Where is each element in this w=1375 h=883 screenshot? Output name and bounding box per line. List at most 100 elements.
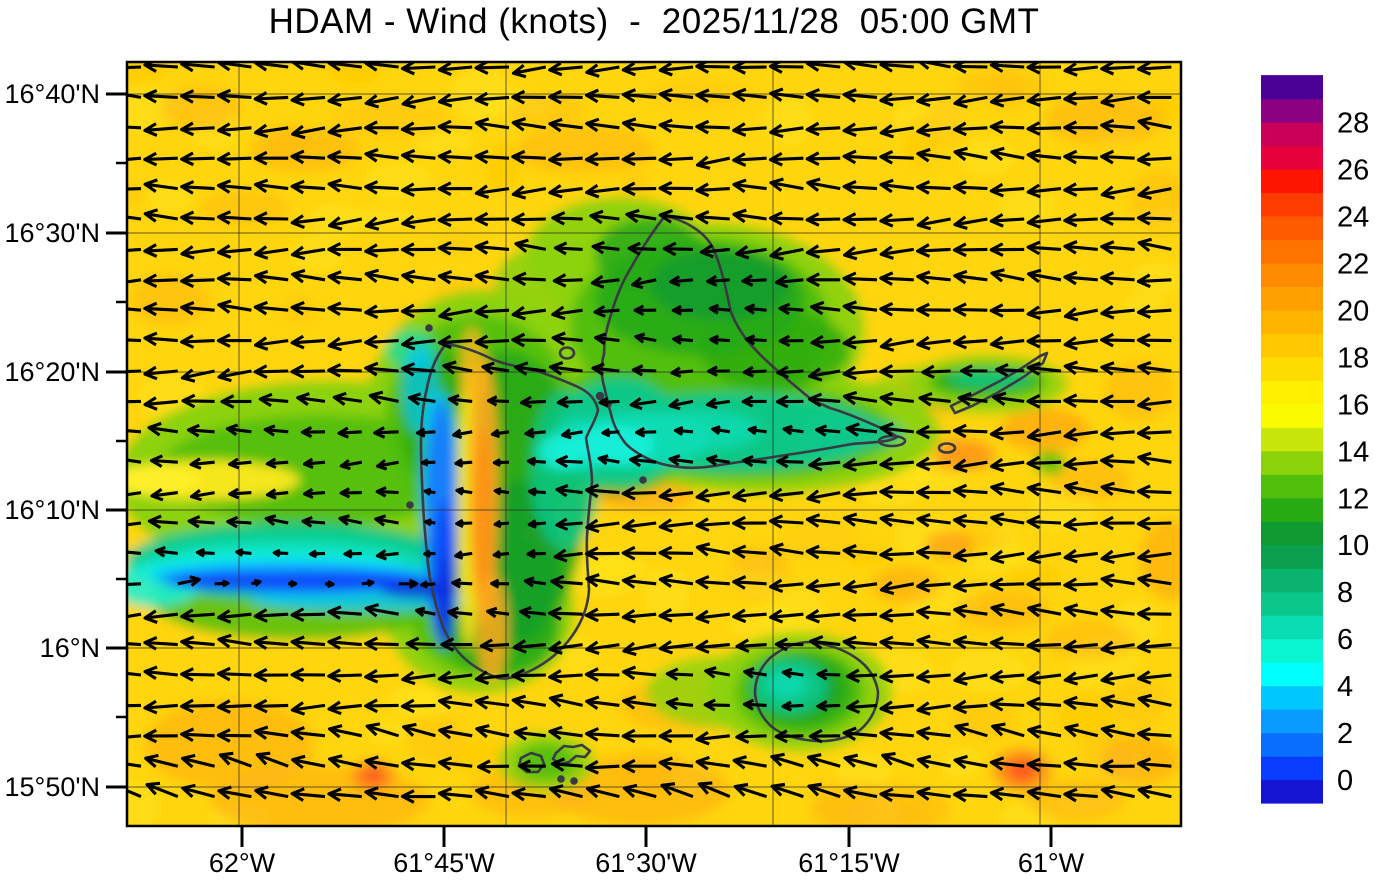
wind-arrow — [1100, 149, 1135, 165]
wind-arrow — [1136, 210, 1172, 226]
wind-arrow — [180, 368, 215, 383]
wind-arrow — [916, 147, 951, 163]
wind-arrow — [991, 722, 1025, 738]
wind-arrow — [181, 393, 215, 409]
wind-arrow — [990, 481, 1025, 497]
wind-arrow — [952, 787, 988, 803]
wind-arrow — [879, 62, 914, 73]
wind-arrow — [952, 242, 988, 258]
wind-arrow — [290, 149, 326, 165]
wind-arrow — [879, 364, 914, 379]
wind-arrow — [143, 609, 178, 624]
wind-arrow — [548, 669, 583, 684]
wind-arrow — [338, 514, 363, 526]
colorbar-tick-label: 10 — [1337, 530, 1369, 562]
wind-arrow — [454, 550, 473, 560]
wind-arrow — [695, 155, 731, 170]
wind-arrow — [217, 299, 252, 314]
wind-arrow — [990, 268, 1025, 283]
wind-arrow — [455, 486, 473, 496]
wind-arrow — [584, 546, 620, 561]
wind-arrow — [695, 517, 730, 532]
wind-arrow — [475, 724, 510, 739]
wind-arrow — [810, 300, 841, 316]
wind-arrow — [180, 210, 215, 226]
wind-arrow — [585, 784, 620, 799]
wind-arrow — [995, 363, 1025, 378]
wind-arrow — [217, 633, 252, 649]
wind-arrow — [879, 580, 915, 596]
wind-arrow — [585, 695, 620, 710]
colorbar-tick-label: 24 — [1337, 202, 1369, 234]
mottle-blob — [949, 651, 1027, 693]
wind-arrow — [695, 88, 730, 104]
wind-arrow — [952, 180, 988, 195]
y-tick-label: 16°40'N — [4, 79, 100, 109]
wind-arrow — [658, 573, 694, 588]
wind-arrow — [668, 454, 694, 467]
wind-arrow — [1064, 723, 1099, 738]
wind-arrow — [288, 579, 298, 588]
wind-arrow — [1026, 514, 1062, 530]
wind-arrow — [1136, 152, 1172, 167]
wind-arrow — [673, 425, 694, 436]
wind-arrow — [768, 151, 804, 167]
wind-arrow — [1063, 182, 1098, 197]
wind-arrow — [635, 426, 657, 438]
x-axis: 62°W 61°45'W 61°30'W 61°15'W 61°W — [209, 826, 1085, 878]
wind-arrow — [511, 117, 547, 132]
wind-arrow — [511, 149, 546, 165]
wind-arrow — [1026, 696, 1062, 712]
wind-arrow — [879, 484, 914, 500]
wind-arrow — [511, 212, 546, 227]
wind-arrow — [1026, 576, 1062, 592]
wind-arrow — [300, 426, 326, 439]
wind-arrow — [879, 669, 914, 684]
wind-arrow — [695, 182, 730, 198]
wind-arrow — [1137, 549, 1172, 564]
wind-arrow — [147, 421, 179, 437]
mottle-blob — [763, 96, 813, 147]
wind-arrow — [1100, 604, 1135, 619]
wind-arrow — [291, 124, 326, 140]
wind-arrow — [401, 269, 436, 284]
wind-arrow — [669, 275, 694, 288]
wind-arrow — [989, 696, 1025, 712]
wind-arrow — [732, 488, 767, 503]
wind-arrow — [916, 123, 951, 138]
wind-arrow — [327, 216, 363, 231]
wind-arrow — [695, 609, 730, 625]
colorbar-tick-label: 16 — [1337, 389, 1369, 421]
wind-arrow — [375, 459, 399, 471]
wind-arrow — [699, 243, 730, 259]
wind-arrows — [127, 62, 1172, 804]
wind-arrow — [741, 395, 767, 408]
colorbar-segment — [1261, 450, 1323, 475]
wind-arrow — [143, 665, 178, 680]
y-tick-label: 16°20'N — [4, 357, 100, 387]
colorbar-segment — [1261, 568, 1323, 593]
wind-arrow — [290, 701, 326, 716]
wind-arrow — [1136, 484, 1172, 499]
wind-arrow — [621, 665, 657, 681]
wind-arrow — [621, 117, 657, 132]
wind-arrow — [143, 365, 178, 381]
wind-arrow — [272, 548, 289, 558]
wind-arrow — [989, 636, 1025, 651]
colorbar-segment — [1261, 262, 1323, 288]
wind-arrow — [328, 754, 363, 769]
wind-arrow — [916, 545, 951, 560]
wind-arrow — [400, 121, 436, 137]
colorbar-segment — [1261, 380, 1323, 405]
wind-arrow — [989, 303, 1025, 318]
wind-arrow — [658, 118, 694, 134]
wind-arrow — [400, 303, 436, 319]
wind-arrow — [703, 698, 730, 712]
wind-arrow — [732, 122, 767, 137]
wind-arrow — [621, 695, 657, 710]
wind-arrow — [265, 488, 289, 500]
wind-arrow — [916, 669, 951, 684]
wind-arrow — [989, 457, 1025, 473]
wind-arrow — [990, 146, 1025, 162]
mottle-blob — [412, 130, 474, 153]
